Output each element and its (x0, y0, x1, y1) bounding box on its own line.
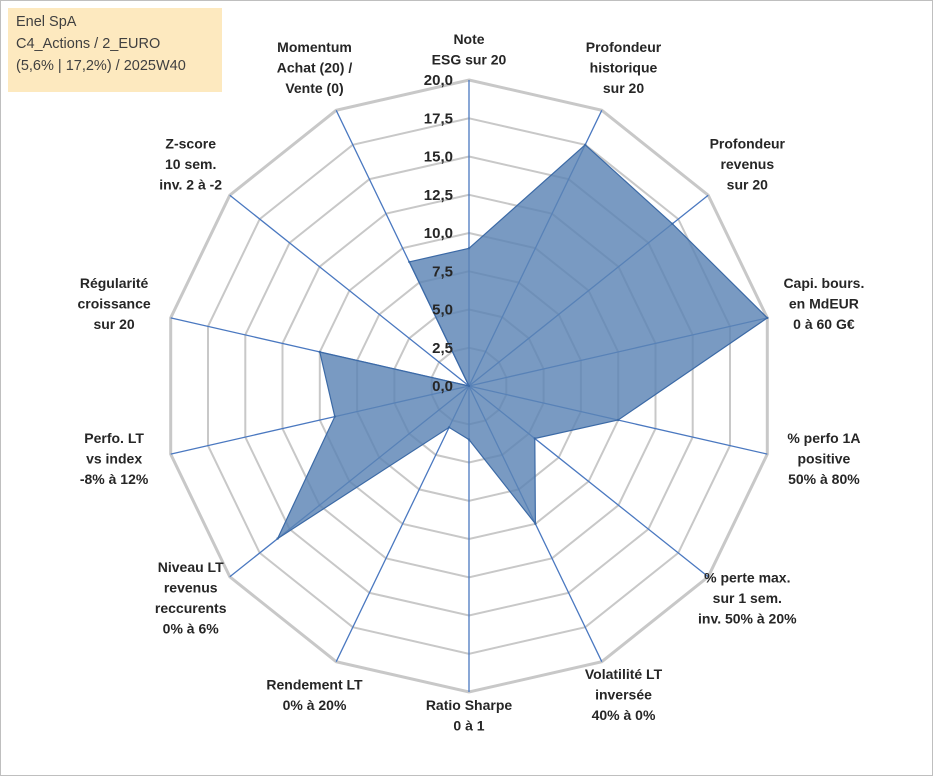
category-label: Rendement LT 0% à 20% (266, 676, 363, 713)
data-point (467, 384, 471, 388)
company-name: Enel SpA (16, 14, 77, 30)
title-box: Enel SpA C4_Actions / 2_EURO (5,6% | 17,… (8, 8, 222, 92)
axis-spoke (335, 385, 470, 662)
data-point (318, 350, 321, 354)
category-label: % perfo 1A positive 50% à 80% (787, 430, 860, 487)
tick-label: 17,5 (424, 110, 453, 127)
tick-label: 2,5 (432, 340, 453, 357)
data-point (671, 222, 674, 225)
period-line: (5,6% | 17,2%) / 2025W40 (16, 58, 186, 74)
tick-label: 5,0 (432, 302, 453, 319)
data-point (447, 426, 451, 429)
data-point (276, 537, 279, 540)
category-label: Momentum Achat (20) / Vente (0) (277, 39, 353, 96)
data-point (766, 316, 769, 320)
category-label: Perfo. LT vs index -8% à 12% (80, 430, 149, 487)
data-point (584, 143, 587, 146)
data-point (534, 522, 537, 525)
category-label: Note ESG sur 20 (432, 31, 507, 68)
category-label: Z-score 10 sem. inv. 2 à -2 (159, 136, 222, 193)
category-label: Niveau LT revenus reccurents 0% à 6% (155, 559, 227, 637)
axis-spoke (229, 194, 470, 387)
tick-label: 20,0 (424, 72, 453, 89)
tick-label: 15,0 (424, 149, 453, 166)
data-point (467, 438, 471, 441)
category-label: Profondeur revenus sur 20 (710, 136, 786, 193)
category-labels: Note ESG sur 20 Profondeur historique sur 20… (78, 31, 865, 734)
data-point (617, 418, 620, 422)
data-point (408, 260, 411, 264)
tick-label: 7,5 (432, 263, 453, 280)
category-line: C4_Actions / 2_EURO (16, 36, 161, 52)
category-label: Volatilité LT inversée 40% à 0% (585, 666, 663, 723)
data-point (533, 437, 536, 440)
category-label: Profondeur historique sur 20 (586, 39, 662, 96)
radar-series (276, 143, 769, 541)
data-point (333, 415, 336, 418)
series-area (276, 143, 769, 541)
tick-label: 0,0 (432, 378, 453, 395)
category-label: Ratio Sharpe 0 à 1 (426, 697, 513, 734)
tick-label: 12,5 (424, 187, 453, 204)
tick-label: 10,0 (424, 225, 453, 242)
data-point (467, 247, 471, 250)
category-label: Régularité croissance sur 20 (78, 275, 151, 332)
category-label: % perte max. sur 1 sem. inv. 50% à 20% (698, 570, 797, 627)
category-label: Capi. bours. en MdEUR 0 à 60 G€ (783, 275, 864, 332)
radial-tick-labels: 0,0 2,5 5,0 7,5 10,0 12,5 15,0 17,5 20,0 (424, 72, 453, 395)
